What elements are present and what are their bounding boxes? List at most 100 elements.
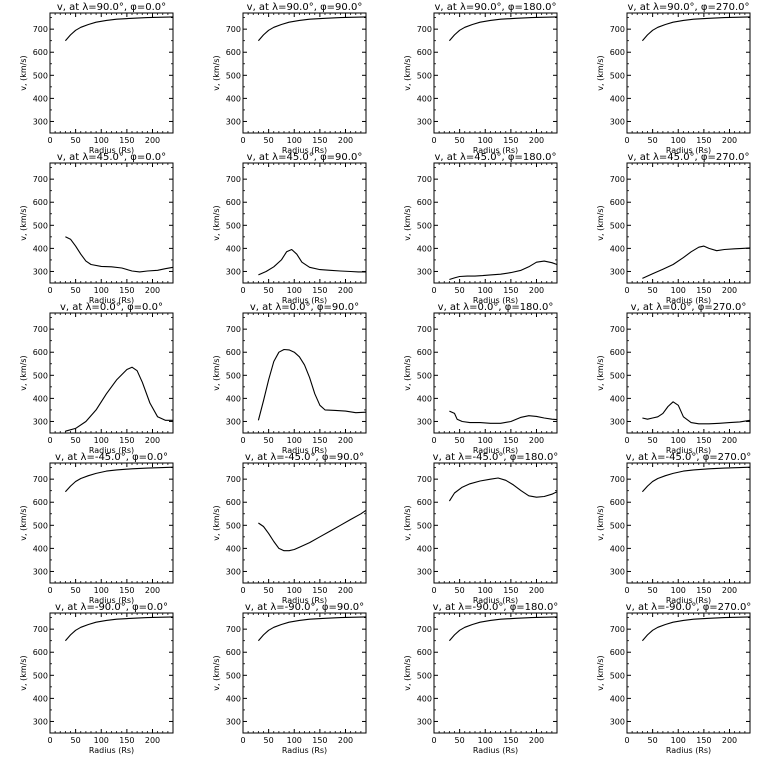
chart-title: v, at λ=-45.0°, φ=180.0° [433, 452, 559, 463]
y-axis-label: v, (km/s) [212, 505, 221, 540]
x-tick-label: 200 [722, 736, 737, 745]
chart-title: v, at λ=45.0°, φ=180.0° [434, 152, 556, 163]
y-axis-label: v, (km/s) [19, 505, 28, 540]
x-tick-label: 0 [431, 736, 436, 745]
y-tick-label: 300 [33, 567, 48, 576]
chart-title: v, at λ=90.0°, φ=180.0° [434, 2, 556, 13]
x-axis-label: Radius (Rs) [666, 596, 711, 605]
series-line [448, 16, 558, 42]
x-tick-label: 150 [696, 286, 711, 295]
y-tick-label: 300 [610, 267, 625, 276]
series-line [448, 616, 558, 642]
y-tick-label: 700 [417, 475, 432, 484]
chart-title: v, at λ=45.0°, φ=90.0° [247, 152, 363, 163]
x-tick-label: 100 [671, 736, 686, 745]
y-tick-label: 300 [33, 117, 48, 126]
x-tick-label: 0 [240, 586, 245, 595]
y-tick-label: 400 [33, 694, 48, 703]
x-axis-label: Radius (Rs) [89, 446, 134, 455]
chart-title: v, at λ=90.0°, φ=270.0° [627, 2, 749, 13]
plot-frame [626, 462, 751, 584]
y-tick-label: 300 [226, 267, 241, 276]
y-tick-label: 400 [417, 394, 432, 403]
y-tick-label: 400 [226, 394, 241, 403]
x-tick-label: 50 [71, 136, 81, 145]
x-tick-label: 200 [529, 286, 544, 295]
x-tick-label: 150 [696, 136, 711, 145]
x-tick-label: 200 [529, 586, 544, 595]
x-tick-label: 50 [455, 286, 465, 295]
y-tick-label: 600 [226, 648, 241, 657]
chart-panel-4: v, at λ=45.0°, φ=0.0° 0 50 100 150 200 300 400 5… [19, 152, 174, 305]
chart-panel-2: v, at λ=90.0°, φ=180.0° 0 50 100 150 200 300 40… [403, 2, 558, 155]
y-tick-label: 400 [417, 694, 432, 703]
y-axis-label: v, (km/s) [596, 505, 605, 540]
y-tick-label: 500 [226, 71, 241, 80]
series-line [258, 509, 367, 552]
y-axis-label: v, (km/s) [212, 355, 221, 390]
x-tick-label: 0 [240, 736, 245, 745]
x-axis-label: Radius (Rs) [282, 446, 327, 455]
y-tick-label: 700 [610, 25, 625, 34]
y-tick-label: 300 [226, 717, 241, 726]
x-tick-label: 150 [696, 436, 711, 445]
x-axis-label: Radius (Rs) [282, 296, 327, 305]
x-tick-label: 50 [648, 286, 658, 295]
x-tick-label: 200 [145, 586, 160, 595]
x-tick-label: 0 [431, 136, 436, 145]
y-tick-label: 500 [226, 671, 241, 680]
plot-frame [626, 12, 751, 134]
y-tick-label: 700 [417, 25, 432, 34]
chart-title: v, at λ=-90.0°, φ=180.0° [433, 602, 559, 613]
series-line [641, 466, 751, 493]
y-tick-label: 600 [226, 48, 241, 57]
plot-frame [49, 462, 174, 584]
y-tick-label: 600 [33, 198, 48, 207]
x-tick-label: 100 [478, 736, 493, 745]
x-tick-label: 0 [624, 586, 629, 595]
x-tick-label: 200 [145, 136, 160, 145]
y-tick-label: 300 [417, 567, 432, 576]
y-tick-label: 500 [226, 521, 241, 530]
chart-panel-18: v, at λ=-90.0°, φ=180.0° 0 50 100 150 200 300 4… [403, 602, 558, 755]
x-tick-label: 50 [648, 436, 658, 445]
y-tick-label: 600 [610, 498, 625, 507]
y-axis-label: v, (km/s) [403, 655, 412, 690]
y-axis-label: v, (km/s) [212, 205, 221, 240]
y-tick-label: 500 [226, 371, 241, 380]
x-axis-label: Radius (Rs) [89, 596, 134, 605]
chart-panel-8: v, at λ=0.0°, φ=0.0° 0 50 100 150 200 300 400 50… [19, 302, 174, 455]
x-tick-label: 150 [503, 286, 518, 295]
x-tick-label: 150 [119, 436, 134, 445]
chart-title: v, at λ=45.0°, φ=0.0° [57, 152, 166, 163]
plot-frame [626, 612, 751, 734]
x-tick-label: 200 [529, 736, 544, 745]
chart-title: v, at λ=0.0°, φ=90.0° [250, 302, 359, 313]
x-tick-label: 0 [431, 436, 436, 445]
y-axis-label: v, (km/s) [403, 55, 412, 90]
x-tick-label: 150 [696, 586, 711, 595]
x-tick-label: 50 [264, 436, 274, 445]
y-tick-label: 600 [33, 48, 48, 57]
x-tick-label: 0 [47, 586, 52, 595]
y-tick-label: 600 [226, 498, 241, 507]
plot-frame [242, 162, 367, 284]
x-tick-label: 50 [455, 136, 465, 145]
plot-frame [242, 12, 367, 134]
x-tick-label: 200 [722, 586, 737, 595]
x-axis-label: Radius (Rs) [473, 146, 518, 155]
series-line [641, 16, 751, 42]
y-tick-label: 500 [33, 521, 48, 530]
x-tick-label: 0 [431, 286, 436, 295]
y-tick-label: 300 [226, 417, 241, 426]
chart-panel-10: v, at λ=0.0°, φ=180.0° 0 50 100 150 200 300 400… [403, 302, 558, 455]
x-axis-label: Radius (Rs) [282, 596, 327, 605]
chart-title: v, at λ=0.0°, φ=0.0° [60, 302, 163, 313]
y-tick-label: 300 [610, 717, 625, 726]
y-tick-label: 500 [417, 521, 432, 530]
x-axis-label: Radius (Rs) [666, 746, 711, 755]
y-tick-label: 400 [417, 544, 432, 553]
plot-frame [433, 12, 558, 134]
y-tick-label: 300 [610, 117, 625, 126]
